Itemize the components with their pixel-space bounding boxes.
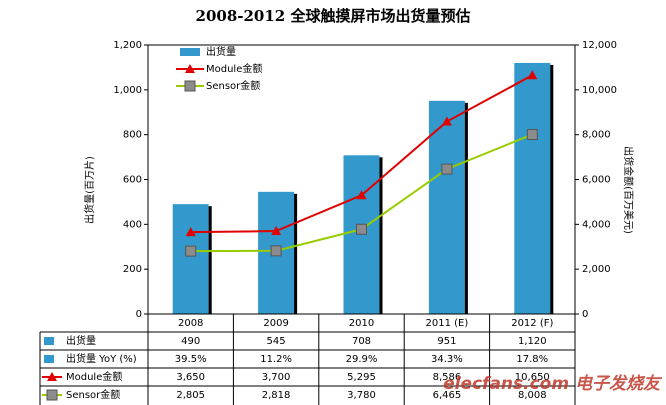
y2-tick-label: 2,000 bbox=[582, 264, 611, 275]
table-cell: 3,700 bbox=[262, 372, 291, 383]
table-cell: 34.3% bbox=[431, 354, 463, 365]
y2-tick-label: 4,000 bbox=[582, 219, 611, 230]
table-cell: 10,650 bbox=[515, 372, 550, 383]
line-marker bbox=[527, 70, 538, 80]
x-tick-label: 2009 bbox=[263, 318, 288, 329]
table-row-label: Module金额 bbox=[66, 370, 122, 383]
line-marker bbox=[271, 226, 282, 236]
y-tick-label: 0 bbox=[136, 309, 142, 320]
y-tick-label: 1,200 bbox=[113, 40, 142, 51]
line-marker bbox=[270, 245, 282, 257]
table-row-label: Sensor金额 bbox=[66, 388, 120, 401]
y2-axis-label: 出货金额(百万美元) bbox=[622, 146, 635, 234]
table-row-label: 出货量 YoY (%) bbox=[66, 352, 137, 365]
table-cell: 17.8% bbox=[516, 354, 548, 365]
y-tick-label: 800 bbox=[123, 130, 142, 141]
line-marker bbox=[47, 372, 57, 381]
table-cell: 39.5% bbox=[175, 354, 207, 365]
x-tick-label: 2010 bbox=[349, 318, 374, 329]
y2-tick-label: 8,000 bbox=[582, 130, 611, 141]
y-axis-label: 出货量(百万片) bbox=[83, 156, 96, 224]
table-cell: 2,818 bbox=[262, 390, 291, 401]
table-cell: 29.9% bbox=[346, 354, 378, 365]
bar bbox=[428, 100, 465, 314]
table-cell: 3,780 bbox=[347, 390, 376, 401]
x-tick-label: 2008 bbox=[178, 318, 203, 329]
legend-label: 出货量 bbox=[206, 45, 236, 58]
table-cell: 8,008 bbox=[518, 390, 547, 401]
line-marker bbox=[356, 223, 367, 235]
line-marker bbox=[441, 116, 452, 126]
bar bbox=[172, 204, 209, 314]
line-marker bbox=[185, 64, 195, 73]
x-tick-label: 2011 (E) bbox=[426, 318, 469, 329]
line-marker bbox=[441, 163, 453, 175]
table-cell: 490 bbox=[181, 336, 200, 347]
chart-title: 2008-2012 全球触摸屏市场出货量预估 bbox=[196, 7, 471, 25]
y-tick-label: 600 bbox=[123, 175, 142, 186]
table-cell: 6,465 bbox=[433, 390, 462, 401]
bar bbox=[514, 62, 551, 314]
table-cell: 8,586 bbox=[433, 372, 462, 383]
table-cell: 545 bbox=[267, 336, 286, 347]
line-marker bbox=[184, 80, 196, 92]
y-tick-label: 200 bbox=[123, 264, 142, 275]
y2-tick-label: 0 bbox=[582, 309, 588, 320]
table-cell: 1,120 bbox=[518, 336, 547, 347]
legend-label: Sensor金额 bbox=[206, 79, 260, 92]
table-cell: 11.2% bbox=[260, 354, 292, 365]
line-marker bbox=[526, 128, 538, 140]
legend-label: Module金额 bbox=[206, 62, 262, 75]
x-tick-label: 2012 (F) bbox=[511, 318, 553, 329]
y2-tick-label: 10,000 bbox=[582, 85, 617, 96]
table-cell: 708 bbox=[352, 336, 371, 347]
line-marker bbox=[356, 190, 367, 200]
legend-swatch bbox=[180, 48, 200, 56]
y-tick-label: 400 bbox=[123, 219, 142, 230]
legend-swatch bbox=[44, 337, 54, 345]
y2-tick-label: 6,000 bbox=[582, 175, 611, 186]
line-marker bbox=[185, 227, 196, 237]
table-cell: 2,805 bbox=[176, 390, 205, 401]
watermark: elecfans.com 电子发烧友 bbox=[443, 374, 663, 394]
table-cell: 5,295 bbox=[347, 372, 376, 383]
table-cell: 951 bbox=[437, 336, 456, 347]
line-marker bbox=[46, 389, 58, 401]
table-cell: 3,650 bbox=[176, 372, 205, 383]
line-marker bbox=[185, 245, 197, 257]
table-row-label: 出货量 bbox=[66, 334, 96, 347]
legend-swatch bbox=[44, 355, 54, 363]
y2-tick-label: 12,000 bbox=[582, 40, 617, 51]
y-tick-label: 1,000 bbox=[113, 85, 142, 96]
